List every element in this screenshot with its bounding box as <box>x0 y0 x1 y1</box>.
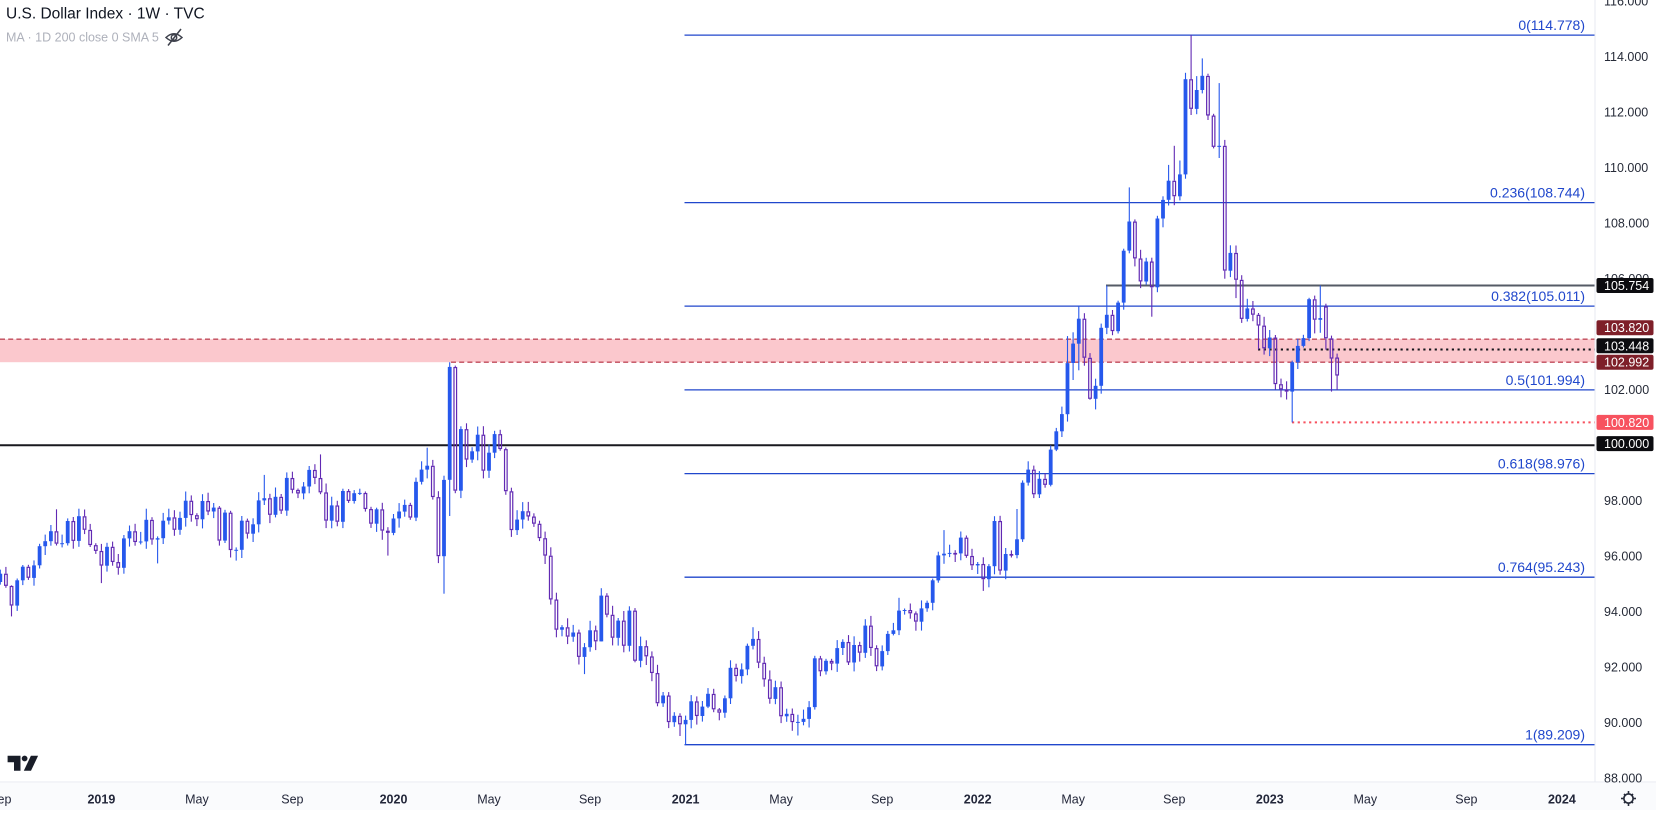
svg-text:88.000: 88.000 <box>1604 772 1642 786</box>
svg-text:U.S. Dollar Index · 1W · TVC: U.S. Dollar Index · 1W · TVC <box>6 6 205 23</box>
svg-text:110.000: 110.000 <box>1604 161 1648 175</box>
svg-text:May: May <box>1061 793 1085 807</box>
svg-text:102.992: 102.992 <box>1604 356 1649 370</box>
svg-text:96.000: 96.000 <box>1604 550 1642 564</box>
svg-text:Sep: Sep <box>1163 793 1185 807</box>
svg-text:114.000: 114.000 <box>1604 50 1648 64</box>
svg-text:100.000: 100.000 <box>1604 437 1649 451</box>
svg-text:2024: 2024 <box>1548 793 1576 807</box>
svg-text:2022: 2022 <box>964 793 992 807</box>
svg-text:102.000: 102.000 <box>1604 383 1649 397</box>
svg-text:May: May <box>185 793 209 807</box>
svg-text:May: May <box>1353 793 1377 807</box>
svg-text:94.000: 94.000 <box>1604 605 1642 619</box>
svg-text:1(89.209): 1(89.209) <box>1525 727 1585 743</box>
svg-text:MA · 1D 200 close 0 SMA 5: MA · 1D 200 close 0 SMA 5 <box>6 31 159 45</box>
svg-text:2019: 2019 <box>87 793 115 807</box>
svg-text:100.820: 100.820 <box>1604 416 1649 430</box>
svg-text:108.000: 108.000 <box>1604 217 1649 231</box>
svg-text:2023: 2023 <box>1256 793 1284 807</box>
svg-text:0.764(95.243): 0.764(95.243) <box>1498 559 1585 575</box>
svg-text:2021: 2021 <box>672 793 700 807</box>
svg-text:Sep: Sep <box>281 793 303 807</box>
svg-text:105.754: 105.754 <box>1604 279 1649 293</box>
svg-text:May: May <box>769 793 793 807</box>
svg-text:0.5(101.994): 0.5(101.994) <box>1506 372 1585 388</box>
svg-text:Sep: Sep <box>871 793 893 807</box>
svg-text:92.000: 92.000 <box>1604 661 1642 675</box>
svg-text:103.820: 103.820 <box>1604 321 1649 335</box>
svg-text:98.000: 98.000 <box>1604 494 1642 508</box>
svg-text:0(114.778): 0(114.778) <box>1518 17 1585 33</box>
svg-text:103.448: 103.448 <box>1604 339 1649 353</box>
svg-text:90.000: 90.000 <box>1604 716 1642 730</box>
svg-text:116.000: 116.000 <box>1604 0 1648 9</box>
svg-text:Sep: Sep <box>1455 793 1477 807</box>
svg-text:May: May <box>477 793 501 807</box>
svg-text:Sep: Sep <box>0 793 11 807</box>
svg-text:0.382(105.011): 0.382(105.011) <box>1491 288 1585 304</box>
svg-text:Sep: Sep <box>579 793 601 807</box>
svg-text:0.236(108.744): 0.236(108.744) <box>1490 185 1585 201</box>
svg-text:2020: 2020 <box>380 793 408 807</box>
svg-text:0.618(98.976): 0.618(98.976) <box>1498 456 1585 472</box>
svg-text:112.000: 112.000 <box>1604 106 1648 120</box>
